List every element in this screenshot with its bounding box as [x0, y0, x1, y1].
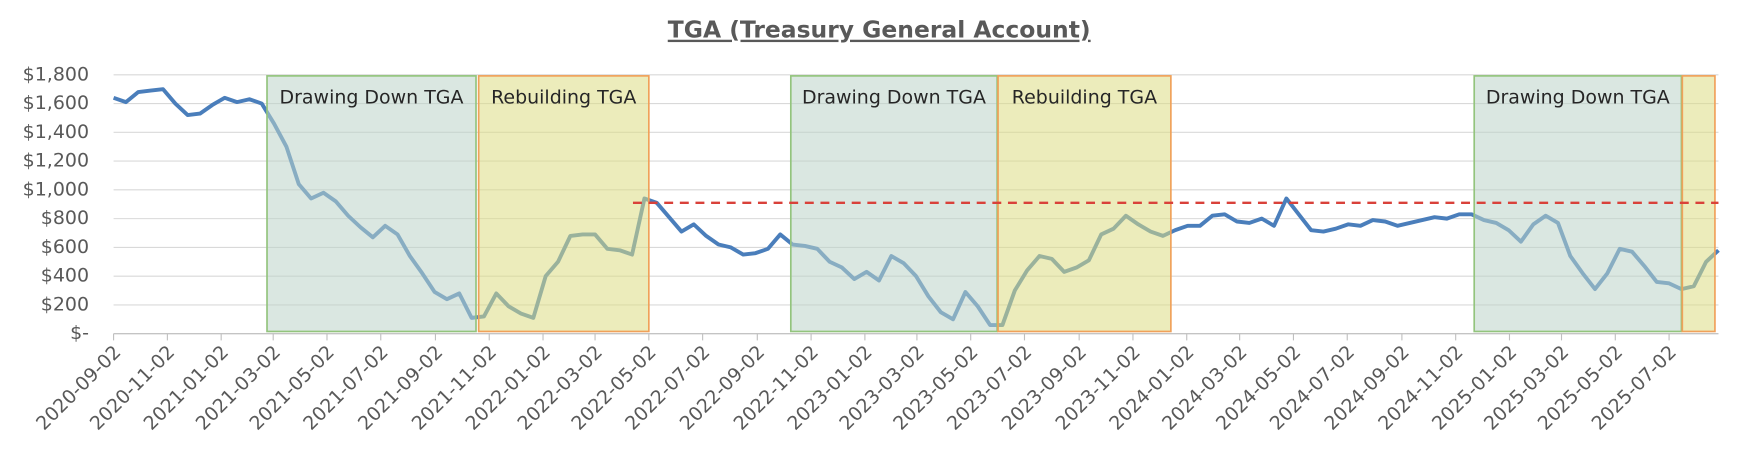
- region-label: Rebuilding TGA: [491, 87, 636, 109]
- region-label: Drawing Down TGA: [802, 87, 986, 109]
- y-tick-label: $400: [41, 265, 89, 287]
- region: [266, 75, 477, 333]
- y-tick-label: $800: [41, 207, 89, 229]
- region: [477, 75, 650, 333]
- y-tick-label: $1,600: [23, 92, 89, 114]
- y-tick-label: $1,000: [23, 178, 89, 200]
- y-tick-label: $1,800: [23, 63, 89, 85]
- y-tick-label: $-: [70, 322, 89, 344]
- region-label: Drawing Down TGA: [280, 87, 464, 109]
- y-tick-label: $1,400: [23, 121, 89, 143]
- y-tick-label: $1,200: [23, 150, 89, 172]
- region-label: Rebuilding TGA: [1012, 87, 1157, 109]
- y-tick-label: $600: [41, 236, 89, 258]
- y-tick-label: $200: [41, 293, 89, 315]
- chart-title: TGA (Treasury General Account): [668, 16, 1091, 44]
- region-label: Drawing Down TGA: [1486, 87, 1670, 109]
